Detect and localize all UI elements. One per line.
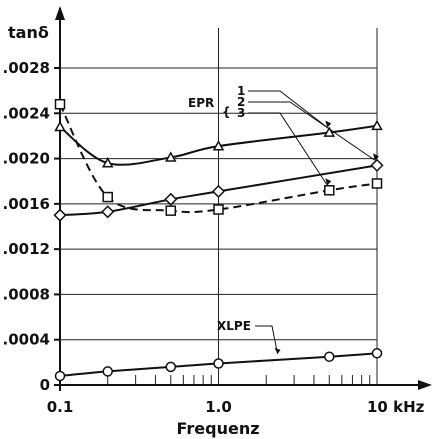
epr-leader-3	[248, 112, 328, 186]
annotations: EPR {123 XLPE	[188, 84, 379, 354]
minor-ticks	[107, 375, 371, 385]
epr-number-1: 1	[237, 84, 245, 98]
leader-arrowhead	[373, 153, 379, 161]
y-axis-arrow	[55, 6, 65, 20]
epr-number-2: 2	[237, 95, 245, 109]
diamond-marker	[370, 158, 384, 172]
x-tick-label: 0.1	[47, 398, 74, 416]
leader-arrowhead	[274, 347, 281, 354]
y-tick-label: .0020	[3, 150, 50, 168]
series-line-2	[59, 164, 378, 217]
square-marker	[102, 191, 113, 203]
epr-number-3: 3	[237, 106, 245, 120]
triangle-marker	[165, 151, 177, 162]
circle-marker	[213, 358, 224, 369]
y-tick-label: .0012	[3, 240, 50, 258]
triangle-marker	[54, 120, 66, 132]
y-tick-label: 0	[40, 376, 50, 394]
triangle-marker	[323, 126, 336, 137]
epr-brace: {	[222, 105, 231, 119]
epr-label: EPR	[188, 96, 214, 110]
diamond-marker	[101, 205, 115, 219]
y-tick-label: .0004	[3, 331, 50, 349]
x-tick-label: 1.0	[205, 398, 232, 416]
x-axis-arrow	[418, 380, 432, 390]
leader-arrowhead	[325, 178, 332, 186]
diamond-marker	[164, 192, 178, 206]
leader-arrowhead	[325, 120, 332, 128]
x-tick-label: 10 kHz	[367, 398, 425, 416]
circle-marker	[165, 361, 177, 373]
square-marker	[165, 205, 177, 216]
diamond-marker	[211, 184, 226, 198]
circle-marker	[54, 370, 66, 382]
square-marker	[54, 98, 66, 110]
triangle-marker	[371, 119, 383, 131]
tick-labels: 0 .0004 .0008 .0012 .0016 .0020 .0024 .0028 0.1 1…	[3, 59, 425, 416]
y-tick-label: .0024	[3, 104, 50, 122]
series-markers	[53, 98, 384, 382]
circle-marker	[102, 366, 113, 377]
y-tick-label: .0016	[3, 195, 50, 213]
epr-leader-2	[248, 101, 376, 161]
triangle-marker	[212, 140, 225, 151]
xlpe-label: XLPE	[217, 319, 251, 333]
xlpe-leader	[255, 325, 279, 354]
square-marker	[324, 185, 335, 196]
axes	[54, 6, 432, 391]
circle-marker	[324, 351, 335, 362]
triangle-marker	[101, 157, 114, 168]
circle-marker	[371, 348, 383, 359]
y-tick-label: .0028	[3, 59, 50, 77]
y-axis-title: tanδ	[8, 23, 49, 42]
epr-leader-1	[248, 90, 328, 128]
square-marker	[371, 178, 383, 189]
x-axis-title: Frequenz	[176, 419, 259, 438]
diamond-marker	[53, 208, 67, 222]
square-marker	[213, 204, 224, 215]
y-tick-label: .0008	[3, 285, 50, 303]
